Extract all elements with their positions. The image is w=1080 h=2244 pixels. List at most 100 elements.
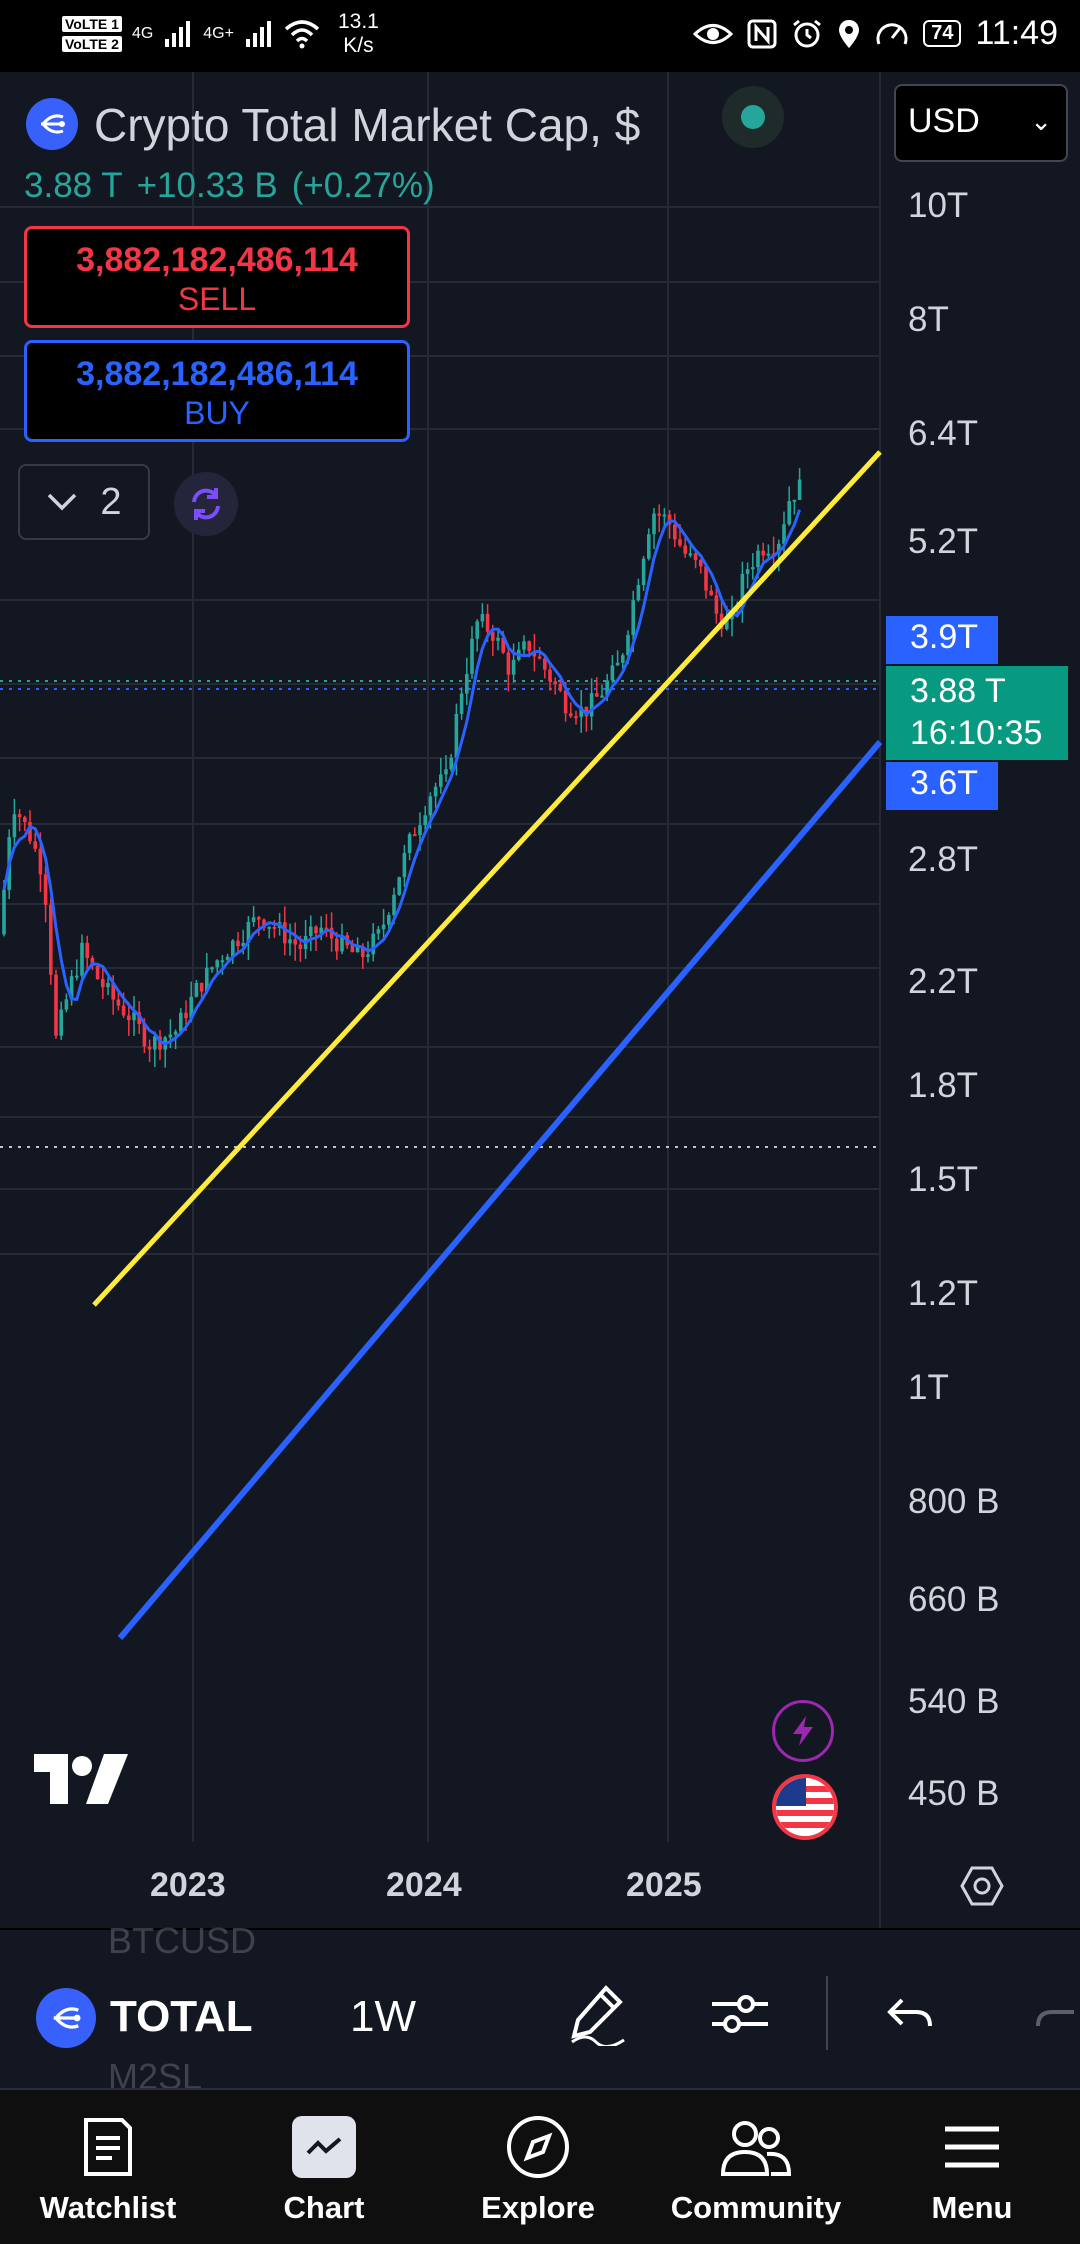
candle-body: [17, 814, 22, 818]
undo-icon[interactable]: [886, 1982, 934, 2046]
lower-line-price-tag: 3.6T: [886, 762, 998, 810]
y-tick-label: 1.2T: [908, 1274, 979, 1313]
signal2-icon: [245, 21, 271, 47]
candle-body: [792, 499, 797, 502]
buy-button[interactable]: 3,882,182,486,114 BUY: [24, 340, 410, 442]
chart-settings-icon[interactable]: [958, 1862, 1006, 1910]
candle-body: [366, 954, 370, 957]
y-tick-label: 1.5T: [908, 1160, 979, 1199]
candle-body: [501, 637, 505, 653]
candle-body: [589, 693, 594, 717]
candle-body: [257, 917, 261, 920]
indicators-toggle-button[interactable]: 2: [18, 464, 150, 540]
buy-price: 3,882,182,486,114: [76, 355, 358, 393]
chevron-down-icon: [48, 493, 77, 511]
candle-body: [579, 706, 583, 717]
nav-community[interactable]: Community: [656, 2108, 856, 2226]
sim1-volte: VoLTE 1: [62, 16, 122, 32]
candle-body: [740, 573, 745, 607]
candle-body: [563, 690, 568, 714]
candle-body: [95, 966, 100, 979]
candle-body: [641, 558, 646, 586]
sync-button[interactable]: [174, 472, 238, 536]
x-tick-label: 2023: [150, 1866, 226, 1904]
candle-body: [600, 695, 604, 698]
candle-body: [262, 919, 266, 928]
candle-body: [657, 513, 661, 516]
y-tick-label: 10T: [908, 186, 969, 225]
candle-body: [371, 933, 375, 955]
chart-canvas[interactable]: [0, 72, 1080, 1928]
candle-body: [272, 926, 277, 929]
nav-menu[interactable]: Menu: [872, 2108, 1072, 2226]
sell-button[interactable]: 3,882,182,486,114 SELL: [24, 226, 410, 328]
candle-body: [194, 982, 199, 997]
network1-label: 4G: [131, 25, 154, 42]
symbol-logo[interactable]: [26, 98, 78, 150]
candle-body: [449, 757, 453, 770]
sim2-volte: VoLTE 2: [62, 36, 122, 52]
signal1-icon: [165, 21, 191, 47]
moving-average-line: [2, 509, 802, 1046]
symbol-logo-small[interactable]: [36, 1988, 96, 2048]
candle-body: [355, 946, 360, 953]
candle-body: [283, 922, 287, 944]
candle-body: [532, 650, 537, 657]
nav-label: Watchlist: [39, 2190, 177, 2225]
nav-watchlist[interactable]: Watchlist: [8, 2108, 208, 2226]
candle-body: [402, 852, 407, 878]
candle-body: [241, 943, 245, 947]
candle-body: [699, 560, 703, 567]
candle-body: [480, 613, 485, 622]
currency-value: USD: [908, 102, 980, 140]
chart-area[interactable]: [0, 72, 1080, 1928]
candle-body: [418, 825, 422, 836]
candle-body: [158, 1036, 162, 1050]
economic-calendar-button[interactable]: [772, 1774, 838, 1840]
network2-label: 4G+: [203, 25, 234, 42]
indicators-settings-icon[interactable]: [708, 1982, 772, 2046]
drawing-tools-icon[interactable]: [566, 1982, 630, 2046]
nav-label: Menu: [931, 2190, 1013, 2225]
candle-body: [709, 590, 713, 596]
flash-news-button[interactable]: [772, 1700, 834, 1762]
candle-body: [433, 786, 438, 797]
lower-trendline[interactable]: [117, 740, 883, 1640]
speedometer-icon: [876, 22, 908, 45]
nav-explore[interactable]: Explore: [438, 2108, 638, 2226]
status-bar: VoLTE 1 VoLTE 2 4G 4G+ 13.1 K/s 74 11:49: [0, 0, 1080, 72]
watchlist-icon: [84, 2118, 132, 2176]
y-tick-label: 660 B: [908, 1580, 1000, 1619]
symbol-search-button[interactable]: TOTAL: [110, 1992, 253, 2041]
candle-body: [127, 1015, 131, 1021]
candle-body: [745, 569, 750, 574]
candle-body: [766, 553, 771, 556]
candle-body: [454, 713, 459, 758]
redo-icon[interactable]: [1034, 1982, 1080, 2046]
candle-body: [392, 894, 396, 916]
community-icon: [720, 2121, 792, 2176]
candle-body: [147, 1046, 152, 1050]
candle-body: [23, 817, 27, 823]
candle-body: [470, 638, 474, 674]
market-status-indicator[interactable]: [722, 86, 784, 148]
candle-body: [59, 1009, 63, 1036]
currency-select[interactable]: USD ⌄: [894, 84, 1068, 162]
alarm-icon: [793, 19, 822, 47]
upper-line-price-tag: 3.9T: [886, 616, 998, 664]
candle-body: [553, 681, 557, 685]
candle-body: [179, 1012, 183, 1032]
candle-body: [647, 534, 651, 559]
candle-body: [220, 960, 225, 963]
candle-body: [251, 917, 256, 923]
candle-body: [350, 945, 355, 953]
candle-body: [314, 926, 318, 934]
upper-trendline[interactable]: [92, 450, 882, 1307]
nav-chart[interactable]: Chart: [224, 2108, 424, 2226]
interval-button[interactable]: 1W: [350, 1992, 416, 2041]
candle-body: [225, 956, 230, 961]
candle-body: [459, 693, 464, 714]
chart-title[interactable]: Crypto Total Market Cap, $: [94, 99, 641, 151]
candle-body: [142, 1023, 147, 1047]
candle-body: [527, 641, 531, 651]
